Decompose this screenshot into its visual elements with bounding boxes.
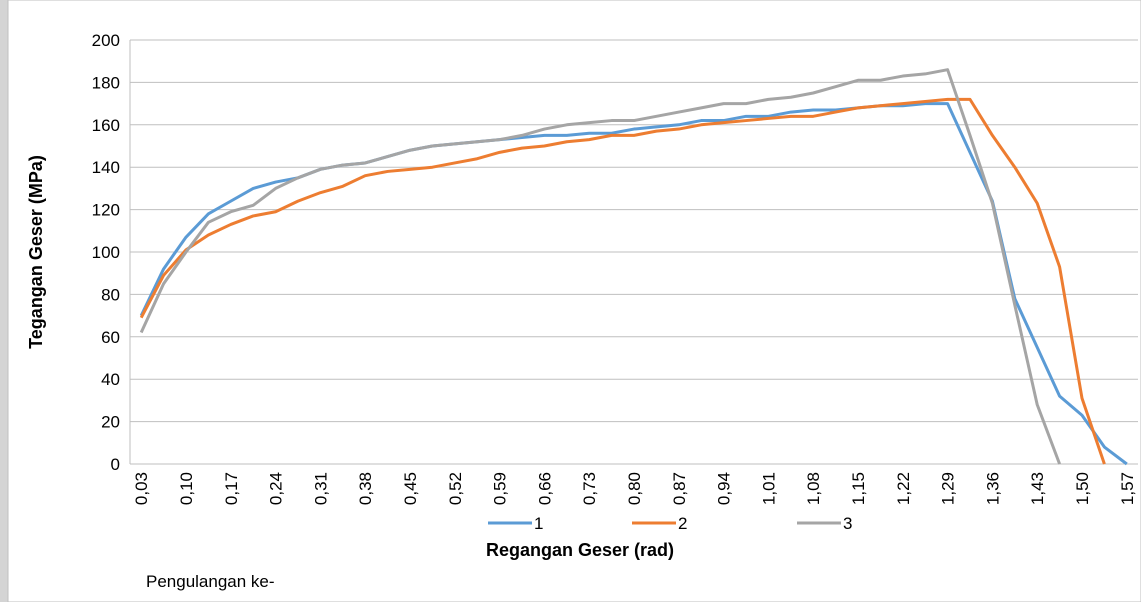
x-tick-label: 0,87 <box>670 472 689 505</box>
x-tick-label: 1,15 <box>849 472 868 505</box>
x-tick-label: 1,57 <box>1118 472 1137 505</box>
y-tick-label: 20 <box>101 413 120 432</box>
x-tick-label: 0,38 <box>356 472 375 505</box>
legend-label: 3 <box>843 514 852 533</box>
x-tick-label: 1,01 <box>759 472 778 505</box>
y-tick-label: 140 <box>92 158 120 177</box>
y-tick-label: 200 <box>92 31 120 50</box>
y-tick-label: 160 <box>92 116 120 135</box>
x-tick-label: 0,17 <box>222 472 241 505</box>
x-tick-label: 1,50 <box>1073 472 1092 505</box>
series-line <box>139 97 1106 465</box>
y-tick-label: 120 <box>92 201 120 220</box>
x-tick-label: 0,45 <box>401 472 420 505</box>
legend-label: 2 <box>678 514 687 533</box>
x-tick-label: 0,31 <box>311 472 330 505</box>
series-line <box>139 68 1062 465</box>
legend-label: 1 <box>534 514 543 533</box>
y-tick-label: 100 <box>92 243 120 262</box>
x-tick-label: 0,66 <box>535 472 554 505</box>
x-axis-label: Regangan Geser (rad) <box>486 540 674 560</box>
chart-area <box>7 0 1141 602</box>
y-tick-label: 60 <box>101 328 120 347</box>
x-tick-label: 1,43 <box>1028 472 1047 505</box>
y-tick-label: 180 <box>92 73 120 92</box>
x-tick-label: 0,73 <box>580 472 599 505</box>
x-tick-label: 0,80 <box>625 472 644 505</box>
x-tick-label: 1,29 <box>939 472 958 505</box>
x-tick-label: 1,22 <box>894 472 913 505</box>
y-tick-label: 0 <box>111 455 120 474</box>
x-tick-label: 0,03 <box>132 472 151 505</box>
x-tick-label: 0,24 <box>267 472 286 505</box>
x-tick-label: 0,52 <box>446 472 465 505</box>
y-tick-label: 80 <box>101 285 120 304</box>
y-tick-label: 40 <box>101 370 120 389</box>
x-tick-label: 0,59 <box>491 472 510 505</box>
x-tick-label: 1,08 <box>804 472 823 505</box>
legend-title: Pengulangan ke- <box>146 572 275 591</box>
x-tick-label: 0,94 <box>715 472 734 505</box>
y-axis-label: Tegangan Geser (MPa) <box>26 155 46 349</box>
x-tick-label: 1,36 <box>983 472 1002 505</box>
x-tick-label: 0,10 <box>177 472 196 505</box>
